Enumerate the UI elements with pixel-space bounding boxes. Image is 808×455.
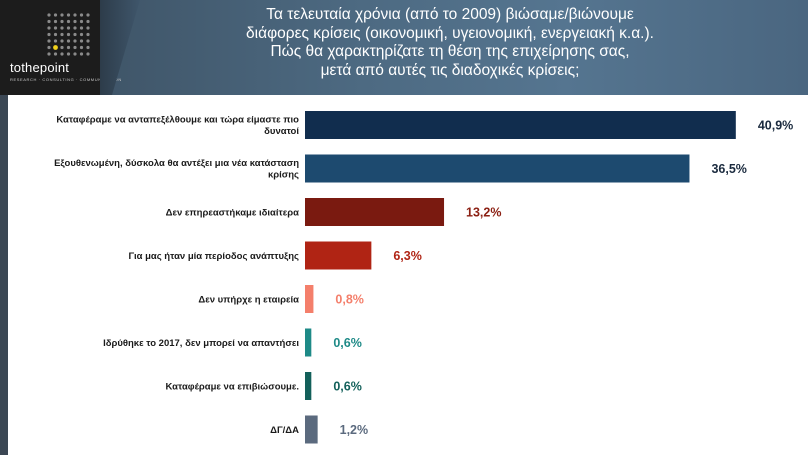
logo-dot xyxy=(47,13,51,17)
logo-dot xyxy=(60,52,64,56)
logo-dot xyxy=(86,32,90,37)
bar xyxy=(305,328,312,357)
category-label: Δεν επηρεαστήκαμε ιδιαίτερα xyxy=(166,208,300,219)
logo-dot xyxy=(86,39,90,43)
logo-dot xyxy=(79,19,84,24)
logo-dot xyxy=(79,39,84,43)
logo-dot xyxy=(79,45,84,50)
chart-title: Τα τελευταία χρόνια (από το 2009) βιώσαμ… xyxy=(150,6,750,80)
bar-chart: Καταφέραμε να ανταπεξέλθουμε και τώρα εί… xyxy=(54,111,793,444)
logo-dot xyxy=(66,32,71,37)
title-line: Πώς θα χαρακτηρίζατε τη θέση της επιχείρ… xyxy=(270,43,630,60)
logo-dot xyxy=(60,26,64,30)
data-label: 0,6% xyxy=(333,336,362,350)
bar xyxy=(305,241,372,270)
logo-dot xyxy=(47,26,51,30)
logo-dot xyxy=(53,32,58,37)
logo-dot xyxy=(53,45,58,50)
logo-dot xyxy=(53,19,58,24)
category-label: Καταφέραμε να επιβιώσουμε. xyxy=(166,382,300,393)
bar xyxy=(305,372,312,400)
logo-dot xyxy=(73,13,77,17)
category-label: Δεν υπήρχε η εταιρεία xyxy=(198,295,299,306)
logo-dot xyxy=(53,26,58,30)
logo-dot xyxy=(47,39,51,43)
left-edge xyxy=(0,95,8,455)
category-label: Για μας ήταν μία περίοδος ανάπτυξης xyxy=(129,251,300,262)
logo-dot xyxy=(79,52,84,56)
logo-dot xyxy=(66,26,71,30)
logo-dot-grid-icon xyxy=(47,13,90,56)
logo-dot xyxy=(60,13,64,17)
logo-dot xyxy=(73,39,77,43)
logo-dot xyxy=(53,39,58,43)
logo-dot xyxy=(60,39,64,43)
logo-dot xyxy=(73,19,77,24)
logo-dot xyxy=(73,32,77,37)
logo-dot xyxy=(60,19,64,24)
data-label: 0,6% xyxy=(333,380,362,394)
logo-dot xyxy=(79,26,84,30)
logo-dot xyxy=(79,32,84,37)
logo-dot xyxy=(66,45,71,50)
logo-dot xyxy=(53,52,58,56)
logo-dot xyxy=(47,52,51,56)
logo-dot xyxy=(73,45,77,50)
logo-dot xyxy=(66,13,71,17)
logo: tothepoint RESEARCH · CONSULTING · COMMU… xyxy=(0,0,121,95)
logo-dot xyxy=(53,13,58,17)
logo-dot xyxy=(47,45,51,50)
data-label: 40,9% xyxy=(758,119,793,133)
category-label: κρίσης xyxy=(268,170,299,181)
category-label: δυνατοί xyxy=(264,126,299,137)
logo-dot xyxy=(47,32,51,37)
category-label: Ιδρύθηκε το 2017, δεν μπορεί να απαντήσε… xyxy=(103,338,299,349)
bar xyxy=(305,154,690,183)
title-line: διάφορες κρίσεις (οικονομική, υγειονομικ… xyxy=(246,24,654,42)
bar xyxy=(305,198,445,226)
logo-text: tothepoint xyxy=(10,60,70,75)
chart-panel: Καταφέραμε να ανταπεξέλθουμε και τώρα εί… xyxy=(8,95,808,455)
data-label: 1,2% xyxy=(340,423,369,437)
bar xyxy=(305,111,736,139)
logo-dot xyxy=(73,52,77,56)
logo-dot xyxy=(86,26,90,30)
logo-dot xyxy=(79,13,84,17)
logo-tagline: RESEARCH · CONSULTING · COMMUNICATION xyxy=(10,77,122,82)
logo-dot xyxy=(86,45,90,50)
data-label: 0,8% xyxy=(335,293,364,307)
category-label: ΔΓ/ΔΑ xyxy=(270,425,299,436)
logo-dot xyxy=(86,52,90,56)
logo-dot xyxy=(66,19,71,24)
category-label: Καταφέραμε να ανταπεξέλθουμε και τώρα εί… xyxy=(56,115,299,126)
logo-dot xyxy=(86,19,90,24)
logo-dot xyxy=(47,19,51,24)
logo-dot xyxy=(86,13,90,17)
data-label: 13,2% xyxy=(466,206,501,220)
data-label: 36,5% xyxy=(711,162,746,176)
logo-dot xyxy=(66,39,71,43)
logo-dot xyxy=(60,45,64,50)
title-line: Τα τελευταία χρόνια (από το 2009) βιώσαμ… xyxy=(266,6,634,23)
data-label: 6,3% xyxy=(393,249,422,263)
logo-dot xyxy=(66,52,71,56)
logo-dot xyxy=(60,32,64,37)
title-line: μετά από αυτές τις διαδοχικές κρίσεις; xyxy=(320,61,580,79)
logo-dot xyxy=(73,26,77,30)
bar xyxy=(305,415,318,444)
category-label: Εξουθενωμένη, δύσκολα θα αντέξει μια νέα… xyxy=(54,158,299,169)
bar xyxy=(305,285,314,313)
